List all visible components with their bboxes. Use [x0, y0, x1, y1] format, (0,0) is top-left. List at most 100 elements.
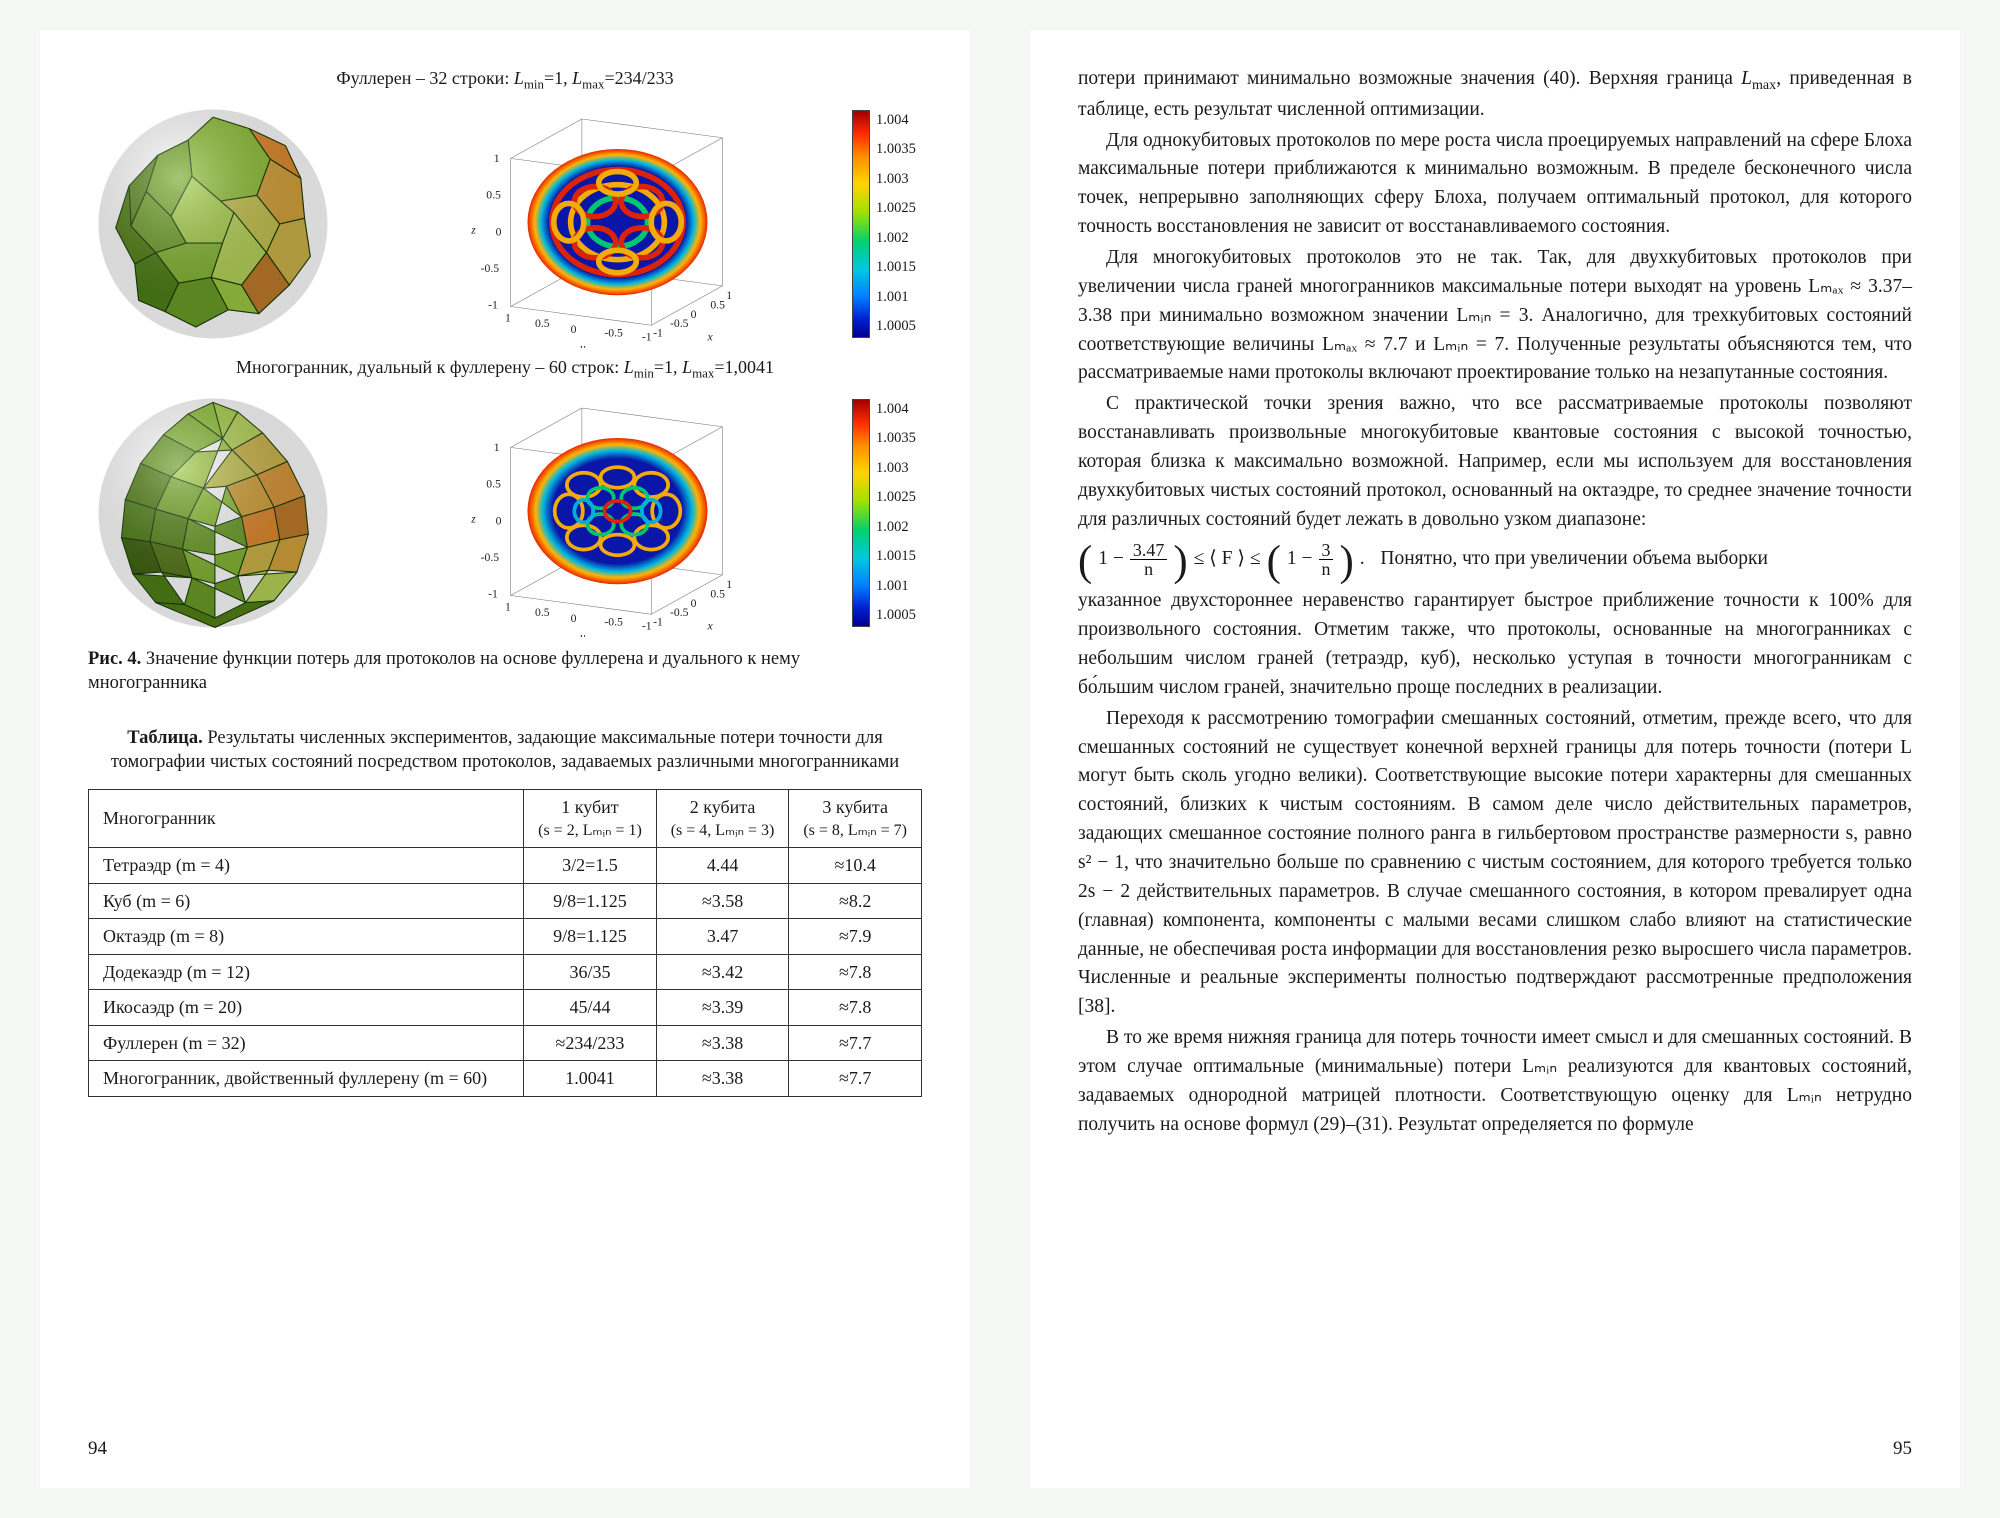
svg-text:0.5: 0.5	[710, 587, 725, 600]
svg-text:1: 1	[505, 600, 511, 613]
svg-text:0: 0	[691, 308, 697, 321]
svg-text:-0.5: -0.5	[670, 606, 689, 619]
inequality-equation: (1 − 3.47n) ≤ ⟨ F ⟩ ≤ (1 − 3n). Понятно,…	[1078, 541, 1912, 580]
table-row: Многогранник, двойственный фуллерену (m …	[89, 1061, 922, 1097]
table-cell: 4.44	[656, 848, 789, 884]
table-cell: ≈8.2	[789, 883, 922, 919]
table-cell: Тетраэдр (m = 4)	[89, 848, 524, 884]
para-r7: В то же время нижняя граница для потерь …	[1078, 1024, 1912, 1139]
svg-text:-0.5: -0.5	[481, 262, 500, 275]
svg-text:-1: -1	[488, 587, 498, 600]
svg-text:0: 0	[691, 596, 697, 609]
para-r1: Для однокубитовых протоколов по мере рос…	[1078, 127, 1912, 242]
svg-text:1: 1	[726, 289, 732, 302]
para-r5: указанное двухстороннее неравенство гара…	[1078, 587, 1912, 702]
table-cell: ≈3.42	[656, 954, 789, 990]
svg-text:y: y	[579, 630, 586, 637]
colorbar-labels: 1.0041.0035 1.0031.0025 1.0021.0015 1.00…	[870, 110, 916, 338]
table-row: Куб (m = 6)9/8=1.125≈3.58≈8.2	[89, 883, 922, 919]
svg-text:0.5: 0.5	[710, 298, 725, 311]
table-cell: ≈3.58	[656, 883, 789, 919]
page-number-right: 95	[1893, 1435, 1912, 1463]
svg-text:z: z	[470, 223, 476, 236]
colorbar-labels: 1.0041.0035 1.0031.0025 1.0021.0015 1.00…	[870, 399, 916, 627]
svg-text:0.5: 0.5	[535, 606, 550, 619]
svg-text:0.5: 0.5	[486, 188, 501, 201]
svg-text:-0.5: -0.5	[604, 326, 623, 339]
table-row: Икосаэдр (m = 20)45/44≈3.39≈7.8	[89, 990, 922, 1026]
table-cell: Додекаэдр (m = 12)	[89, 954, 524, 990]
svg-text:0: 0	[571, 323, 577, 336]
colorbar-gradient	[852, 110, 870, 338]
svg-text:-0.5: -0.5	[481, 550, 500, 563]
fig2-colorbar: 1.0041.0035 1.0031.0025 1.0021.0015 1.00…	[852, 399, 922, 627]
col-polyhedron: Многогранник	[89, 789, 524, 848]
table-cell: Октаэдр (m = 8)	[89, 919, 524, 955]
table-cell: ≈10.4	[789, 848, 922, 884]
table-row: Додекаэдр (m = 12)36/35≈3.42≈7.8	[89, 954, 922, 990]
table-cell: ≈234/233	[524, 1025, 657, 1061]
table-cell: 9/8=1.125	[524, 919, 657, 955]
svg-text:-1: -1	[653, 326, 663, 339]
table-cell: 45/44	[524, 990, 657, 1026]
fig2-polyhedron	[88, 389, 338, 637]
table-cell: 9/8=1.125	[524, 883, 657, 919]
table-header-row: Многогранник 1 кубит(s = 2, Lₘᵢₙ = 1) 2 …	[89, 789, 922, 848]
svg-text:1: 1	[505, 311, 511, 324]
table-cell: ≈7.8	[789, 954, 922, 990]
table-cell: ≈7.8	[789, 990, 922, 1026]
svg-text:1: 1	[494, 152, 500, 165]
table-row: Октаэдр (m = 8)9/8=1.1253.47≈7.9	[89, 919, 922, 955]
page-right: потери принимают минимально возможные зн…	[1030, 30, 1960, 1488]
table-cell: 3.47	[656, 919, 789, 955]
svg-text:-1: -1	[653, 615, 663, 628]
svg-text:x: x	[707, 330, 714, 343]
colorbar-gradient	[852, 399, 870, 627]
svg-text:-1: -1	[642, 619, 652, 632]
para-r6: Переходя к рассмотрению томографии смеша…	[1078, 705, 1912, 1022]
table-row: Фуллерен (m = 32)≈234/233≈3.38≈7.7	[89, 1025, 922, 1061]
table-cell: 3/2=1.5	[524, 848, 657, 884]
page-left: Фуллерен – 32 строки: Lmin=1, Lmax=234/2…	[40, 30, 970, 1488]
fig1-title: Фуллерен – 32 строки: Lmin=1, Lmax=234/2…	[88, 65, 922, 94]
svg-text:-0.5: -0.5	[604, 615, 623, 628]
fig2-row: 10.50-0.5-1 z 10.50-0.5-1 y 10.50-0.5-1 …	[88, 389, 922, 637]
table-cell: Фуллерен (m = 32)	[89, 1025, 524, 1061]
fig1-colorbar: 1.0041.0035 1.0031.0025 1.0021.0015 1.00…	[852, 110, 922, 338]
col-1qubit: 1 кубит(s = 2, Lₘᵢₙ = 1)	[524, 789, 657, 848]
figure-caption: Рис. 4. Значение функции потерь для прот…	[88, 647, 922, 697]
fig1-3d-plot: 10.50-0.5-1 z 10.50-0.5-1 y 10.50-0.5-1 …	[445, 100, 745, 348]
svg-text:0: 0	[496, 225, 502, 238]
svg-text:-1: -1	[488, 298, 498, 311]
table-cell: 36/35	[524, 954, 657, 990]
svg-text:z: z	[470, 512, 476, 525]
table-cell: Многогранник, двойственный фуллерену (m …	[89, 1061, 524, 1097]
fig1-row: 10.50-0.5-1 z 10.50-0.5-1 y 10.50-0.5-1 …	[88, 100, 922, 348]
svg-text:0.5: 0.5	[535, 317, 550, 330]
svg-text:0: 0	[496, 514, 502, 527]
table-cell: Икосаэдр (m = 20)	[89, 990, 524, 1026]
para-r3: С практической точки зрения важно, что в…	[1078, 390, 1912, 534]
table-cell: ≈3.38	[656, 1061, 789, 1097]
table-cell: ≈7.7	[789, 1025, 922, 1061]
para-r2: Для многокубитовых протоколов это не так…	[1078, 244, 1912, 388]
svg-text:0.5: 0.5	[486, 477, 501, 490]
table-cell: ≈3.39	[656, 990, 789, 1026]
svg-text:-1: -1	[642, 330, 652, 343]
svg-text:1: 1	[726, 578, 732, 591]
para-r0: потери принимают минимально возможные зн…	[1078, 65, 1912, 125]
page-number-left: 94	[88, 1435, 107, 1463]
svg-text:1: 1	[494, 441, 500, 454]
col-2qubit: 2 кубита(s = 4, Lₘᵢₙ = 3)	[656, 789, 789, 848]
table-caption: Таблица. Результаты численных эксперимен…	[88, 726, 922, 774]
table-cell: Куб (m = 6)	[89, 883, 524, 919]
fig2-title: Многогранник, дуальный к фуллерену – 60 …	[88, 354, 922, 383]
table-cell: ≈7.9	[789, 919, 922, 955]
table-cell: ≈3.38	[656, 1025, 789, 1061]
svg-text:x: x	[707, 619, 714, 632]
col-3qubit: 3 кубита(s = 8, Lₘᵢₙ = 7)	[789, 789, 922, 848]
results-table: Многогранник 1 кубит(s = 2, Lₘᵢₙ = 1) 2 …	[88, 789, 922, 1097]
table-cell: ≈7.7	[789, 1061, 922, 1097]
table-cell: 1.0041	[524, 1061, 657, 1097]
table-row: Тетраэдр (m = 4)3/2=1.54.44≈10.4	[89, 848, 922, 884]
